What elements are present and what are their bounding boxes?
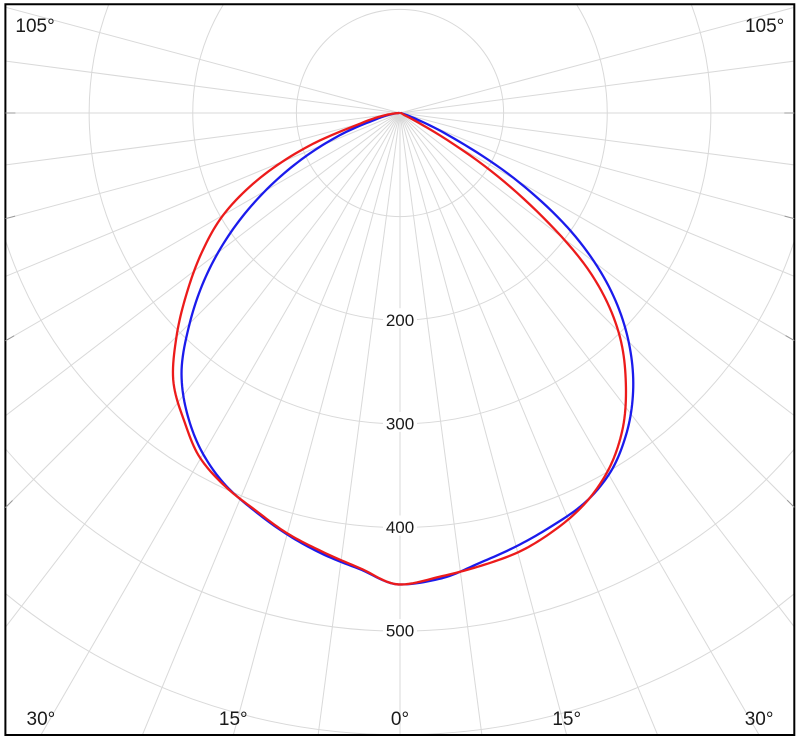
svg-text:105°: 105°	[15, 16, 54, 37]
svg-text:0°: 0°	[391, 709, 409, 730]
svg-text:300: 300	[386, 414, 414, 433]
svg-text:200: 200	[386, 311, 414, 330]
svg-text:400: 400	[386, 518, 414, 537]
svg-text:30°: 30°	[745, 709, 774, 730]
svg-text:15°: 15°	[219, 709, 248, 730]
svg-text:15°: 15°	[552, 709, 581, 730]
svg-text:30°: 30°	[27, 709, 56, 730]
svg-text:500: 500	[386, 622, 414, 641]
svg-text:105°: 105°	[745, 16, 784, 37]
